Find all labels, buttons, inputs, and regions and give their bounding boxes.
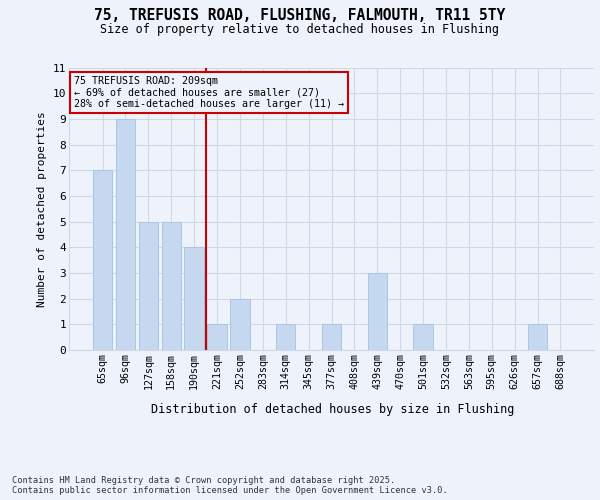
Bar — [368, 273, 387, 350]
Bar — [230, 298, 250, 350]
Bar — [276, 324, 295, 350]
Bar — [116, 119, 135, 350]
Text: Distribution of detached houses by size in Flushing: Distribution of detached houses by size … — [151, 402, 515, 415]
Bar — [184, 248, 204, 350]
Text: 75 TREFUSIS ROAD: 209sqm
← 69% of detached houses are smaller (27)
28% of semi-d: 75 TREFUSIS ROAD: 209sqm ← 69% of detach… — [74, 76, 344, 109]
Text: Contains HM Land Registry data © Crown copyright and database right 2025.
Contai: Contains HM Land Registry data © Crown c… — [12, 476, 448, 495]
Bar — [528, 324, 547, 350]
Y-axis label: Number of detached properties: Number of detached properties — [37, 111, 47, 306]
Bar — [139, 222, 158, 350]
Bar — [208, 324, 227, 350]
Bar — [161, 222, 181, 350]
Text: Size of property relative to detached houses in Flushing: Size of property relative to detached ho… — [101, 22, 499, 36]
Bar — [93, 170, 112, 350]
Bar — [413, 324, 433, 350]
Text: 75, TREFUSIS ROAD, FLUSHING, FALMOUTH, TR11 5TY: 75, TREFUSIS ROAD, FLUSHING, FALMOUTH, T… — [94, 8, 506, 22]
Bar — [322, 324, 341, 350]
